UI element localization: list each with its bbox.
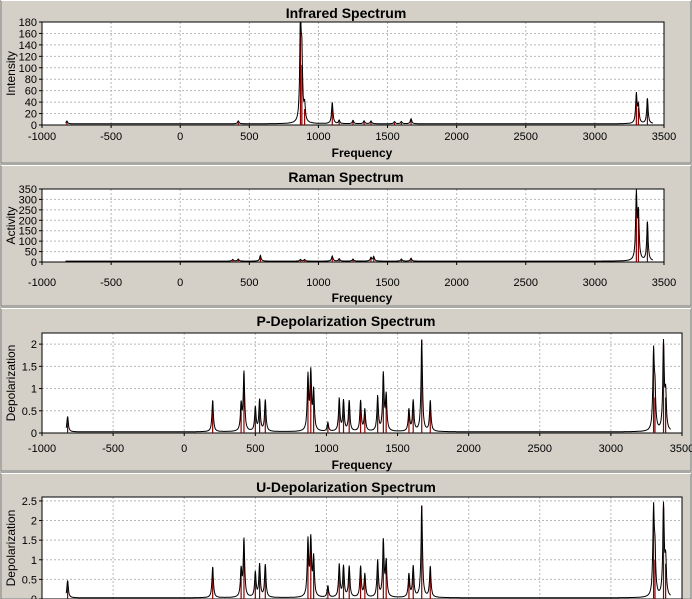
x-tick-label: -500 (100, 277, 122, 289)
chart-title: U-Depolarization Spectrum (256, 479, 436, 495)
trace-group (65, 22, 654, 125)
x-tick-label: 1000 (314, 443, 338, 455)
y-axis-label: Depolarization (4, 510, 18, 587)
y-tick-label: 200 (19, 215, 37, 227)
spectrum-panel-3: P-Depolarization Spectrum 0 0.5 1 1.5 2 Depola… (0, 307, 692, 472)
x-tick-label: 1500 (375, 277, 399, 289)
y-tick-label: 180 (19, 17, 37, 29)
spectrum-trace (65, 338, 671, 433)
y-tick-label: 100 (19, 63, 37, 75)
y-tick-label: 2.5 (22, 496, 37, 508)
x-tick-label: 1000 (306, 131, 330, 143)
y-axis-label: Activity (4, 206, 18, 244)
trace-group (65, 189, 654, 262)
x-tick-label: 500 (246, 443, 264, 455)
x-tick-label: 1500 (385, 443, 409, 455)
plot-area (42, 22, 664, 125)
y-tick-label: 0.5 (22, 574, 37, 586)
trace-group (65, 501, 671, 599)
spectrum-panel-4: U-Depolarization Spectrum 0 0.5 1 1.5 2 2.5 Dep… (0, 472, 692, 599)
x-tick-label: 2000 (456, 443, 480, 455)
spectrum-trace (65, 22, 654, 125)
x-axis-label: Frequency (332, 146, 393, 160)
x-axis-label: Frequency (332, 458, 393, 472)
plot-frame (41, 496, 683, 599)
y-tick-label: 60 (25, 86, 37, 98)
x-tick-label: 2000 (444, 131, 468, 143)
y-tick-label: 150 (19, 226, 37, 238)
y-tick-label: 0.5 (22, 406, 37, 418)
y-tick-label: 120 (19, 51, 37, 63)
y-tick-label: 1 (31, 384, 37, 396)
y-tick-label: 50 (25, 247, 37, 259)
x-tick-label: 3500 (670, 443, 692, 455)
y-tick-label: 300 (19, 194, 37, 206)
trace-group (65, 338, 671, 433)
x-tick-label: 2500 (528, 443, 552, 455)
x-tick-label: 2500 (514, 277, 538, 289)
y-tick-label: 1.5 (22, 361, 37, 373)
x-tick-label: 3000 (583, 277, 607, 289)
x-tick-label: -500 (102, 443, 124, 455)
x-tick-label: -1000 (28, 277, 56, 289)
y-tick-label: 80 (25, 74, 37, 86)
y-tick-label: 140 (19, 40, 37, 52)
plot-area (42, 189, 664, 262)
chart-title: Raman Spectrum (288, 169, 403, 185)
y-tick-label: 0 (31, 120, 37, 132)
y-tick-label: 250 (19, 205, 37, 217)
x-tick-label: 0 (181, 443, 187, 455)
x-tick-label: 0 (177, 277, 183, 289)
x-tick-label: -1000 (28, 443, 56, 455)
y-tick-label: 2 (31, 516, 37, 528)
x-tick-label: -500 (100, 131, 122, 143)
y-tick-label: 160 (19, 28, 37, 40)
spectrum-trace (65, 501, 671, 599)
x-tick-label: 500 (240, 131, 258, 143)
x-tick-label: -1000 (28, 131, 56, 143)
y-tick-label: 0 (31, 428, 37, 440)
y-axis-label: Intensity (4, 51, 18, 96)
x-tick-label: 500 (240, 277, 258, 289)
y-tick-label: 40 (25, 97, 37, 109)
x-tick-label: 2000 (444, 277, 468, 289)
x-tick-label: 1000 (306, 277, 330, 289)
x-tick-label: 1500 (375, 131, 399, 143)
plot-frame (41, 332, 683, 434)
y-tick-label: 2 (31, 339, 37, 351)
y-tick-label: 0 (31, 594, 37, 599)
x-tick-label: 3000 (583, 131, 607, 143)
chart-title: Infrared Spectrum (286, 5, 407, 21)
y-tick-label: 0 (31, 257, 37, 269)
y-tick-label: 100 (19, 236, 37, 248)
spectrum-trace (65, 189, 654, 262)
x-axis-label: Frequency (332, 291, 393, 305)
chart-title: P-Depolarization Spectrum (257, 313, 436, 329)
x-tick-label: 0 (177, 131, 183, 143)
y-tick-label: 20 (25, 109, 37, 121)
x-tick-label: 2500 (514, 131, 538, 143)
x-tick-label: 3000 (599, 443, 623, 455)
y-tick-label: 1 (31, 555, 37, 567)
x-tick-label: 3500 (652, 131, 676, 143)
spectrum-panel-2: Raman Spectrum050100150200250300350Activ… (0, 164, 692, 307)
y-axis-label: Depolarization (4, 345, 18, 422)
y-tick-label: 350 (19, 184, 37, 196)
y-tick-label: 1.5 (22, 535, 37, 547)
spectrum-panel-1: Infrared Spectrum02040608010012014016018… (0, 0, 692, 164)
x-tick-label: 3500 (652, 277, 676, 289)
